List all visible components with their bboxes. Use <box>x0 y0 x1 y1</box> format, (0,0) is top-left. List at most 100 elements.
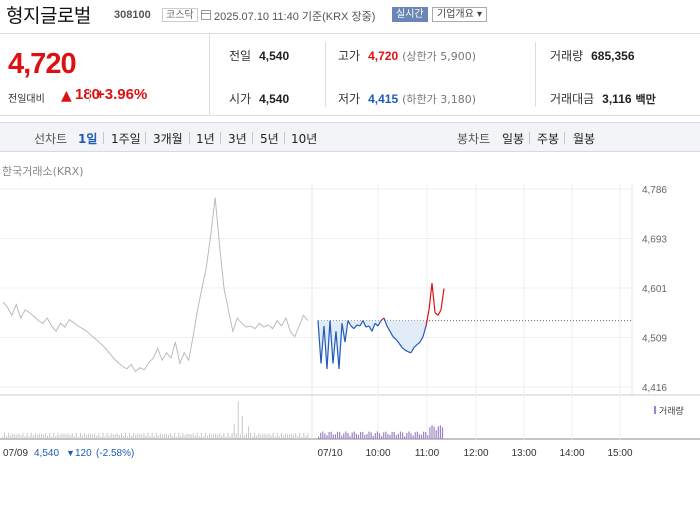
prev-day-volume-bar <box>65 434 67 439</box>
prev-day-volume-bar <box>305 435 307 439</box>
tab-1y[interactable]: 1년 <box>196 132 215 146</box>
today-volume-bar <box>347 432 349 439</box>
prev-day-volume-bar <box>286 434 288 439</box>
prev-day-volume-bar <box>127 436 129 439</box>
down-arrow-icon: ▼ <box>66 448 75 458</box>
today-volume-bar <box>355 433 357 439</box>
today-price-segment <box>377 320 382 327</box>
prev-day-volume-bar <box>16 434 18 439</box>
today-price-segment <box>389 331 394 337</box>
today-price-segment <box>350 325 355 330</box>
prev-day-volume-bar <box>32 435 34 439</box>
today-price-segment <box>317 320 322 364</box>
prev-summary-pct: (-2.58%) <box>96 448 134 459</box>
below-prev-close-area <box>318 320 444 369</box>
today-volume-bar <box>336 431 339 439</box>
tab-3m[interactable]: 3개월 <box>153 132 183 146</box>
today-volume-bar <box>374 433 376 439</box>
today-price-segment <box>335 331 340 369</box>
prev-day-volume-bar <box>4 432 6 439</box>
tab-1d[interactable]: 1일 <box>78 132 98 146</box>
compare-label: 전일대비 <box>8 94 45 105</box>
prev-day-volume-bar <box>84 433 85 439</box>
today-volume-bar <box>389 434 391 439</box>
prev-day-volume-bar <box>284 433 286 439</box>
prev-day-volume-bar <box>10 434 12 439</box>
prev-day-volume-bar <box>118 434 120 439</box>
prev-day-volume-bar <box>252 436 254 439</box>
today-volume-bar <box>406 432 408 439</box>
amount-label: 거래대금 <box>550 92 595 106</box>
today-volume-bar <box>393 431 395 439</box>
today-price-segment <box>374 322 379 327</box>
x-tick-label: 12:00 <box>463 448 488 459</box>
today-volume-bar <box>425 432 427 439</box>
today-volume-bar <box>381 435 383 439</box>
prev-day-volume-bar <box>239 434 241 439</box>
prev-day-volume-bar <box>250 432 252 439</box>
chart-period-tabs: 선차트 1일 1주일 3개월 1년 3년 5년 10년 봉차트 일봉 주봉 월봉 <box>0 122 700 152</box>
prev-day-volume-bar <box>301 436 303 439</box>
prev-day-volume-bar <box>178 432 180 439</box>
prev-day-volume-bar <box>30 432 32 439</box>
tab-10y[interactable]: 10년 <box>291 132 318 146</box>
prev-day-volume-bar <box>143 433 145 439</box>
today-price-segment <box>392 336 397 340</box>
stock-name: 형지글로벌 <box>6 5 91 27</box>
prev-day-volume-bar <box>122 435 124 439</box>
prev-day-volume-bar <box>135 434 137 439</box>
prev-day-volume-bar <box>51 436 53 439</box>
tab-weekly[interactable]: 주봉 <box>537 132 560 146</box>
prev-day-volume-bar <box>155 432 157 439</box>
today-price-segment <box>365 325 370 328</box>
divider <box>252 132 253 144</box>
prev-day-volume-bar <box>200 432 202 439</box>
prev-day-volume-bar <box>186 433 188 439</box>
intraday-chart[interactable]: 4,786 4,693 4,601 4,509 4,416 07/10 10:00 11:00… <box>0 175 700 515</box>
prev-day-volume-bar <box>26 432 28 439</box>
prev-day-volume-bar <box>188 434 190 439</box>
prev-day-volume-bar <box>100 436 102 439</box>
today-volume-bar <box>427 435 429 439</box>
today-price-segment <box>353 324 358 330</box>
prev-day-volume-bar <box>192 433 194 439</box>
volume-label: 거래량 <box>550 49 584 63</box>
prev-day-volume-bar <box>131 435 133 439</box>
prev-day-price-line <box>2 197 309 373</box>
market-badge: 코스닥 <box>162 8 198 22</box>
prev-day-volume-bar <box>55 435 57 439</box>
prev-day-volume-bar <box>215 433 217 439</box>
today-volume-bar <box>343 433 345 439</box>
prev-day-volume-bar <box>260 434 262 439</box>
today-price-segment <box>401 346 406 351</box>
volume: 거래량 685,356 <box>550 46 635 66</box>
prev-day-volume-bar <box>120 432 122 439</box>
tab-5y[interactable]: 5년 <box>260 132 279 146</box>
realtime-button[interactable]: 실시간 <box>392 7 428 22</box>
today-volume-bar <box>387 434 389 439</box>
today-volume-bar <box>404 436 406 439</box>
tab-daily[interactable]: 일봉 <box>502 132 525 146</box>
today-volume-bar <box>433 426 435 439</box>
company-info-dropdown[interactable]: 기업개요 ▾ <box>432 7 487 22</box>
x-tick-label: 11:00 <box>415 448 440 459</box>
prev-day-volume-bar <box>297 435 299 439</box>
tab-3y[interactable]: 3년 <box>228 132 247 146</box>
today-volume-bar <box>362 431 364 439</box>
today-price-segment <box>398 342 403 348</box>
prev-day-volume-bar <box>47 435 49 439</box>
divider <box>284 132 285 144</box>
prev-day-volume-bar <box>73 436 75 439</box>
tab-monthly[interactable]: 월봉 <box>573 132 596 146</box>
prev-day-volume-bar <box>280 432 282 439</box>
prev-day-volume-bar <box>180 435 182 439</box>
tab-1w[interactable]: 1주일 <box>111 132 141 146</box>
divider <box>89 89 90 102</box>
lower-limit: (하한가 3,180) <box>402 93 477 106</box>
today-price-segment <box>332 331 337 364</box>
prev-day-volume-bar <box>307 433 309 439</box>
prev-day-volume-bar <box>137 433 139 439</box>
today-price-segment <box>338 323 343 369</box>
prev-day-volume-bar <box>235 433 237 439</box>
prev-day-volume-bar <box>149 436 151 439</box>
